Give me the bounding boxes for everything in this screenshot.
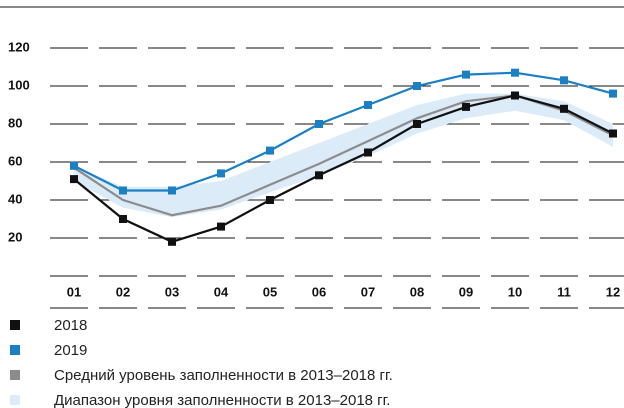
y-tick-label: 20 [8,229,22,244]
x-tick-label: 05 [263,284,277,299]
point [266,196,274,204]
legend-swatch [10,370,20,380]
range-band [74,93,613,218]
x-tick-label: 03 [165,284,179,299]
legend-label: 2018 [54,317,87,334]
y-tick-label: 100 [8,77,30,92]
point [364,148,372,157]
point [560,76,568,85]
legend-label: Средний уровень заполненности в 2013–201… [54,367,393,384]
point [511,68,519,77]
legend-label: Диапазон уровня заполненности в 2013–201… [54,392,390,408]
point [462,102,470,111]
legend-swatch [10,395,20,405]
x-tick-label: 10 [508,284,522,299]
point [119,215,127,223]
point [609,129,617,138]
point [609,89,617,98]
series-line [73,94,614,243]
x-tick-label: 07 [361,284,375,299]
x-tick-label: 06 [312,284,326,299]
point [70,161,78,170]
x-tick-label: 01 [67,284,81,299]
point [364,101,372,109]
y-tick-label: 60 [8,153,22,168]
point [413,82,421,90]
point [168,237,176,246]
point [217,169,225,178]
legend-label: 2019 [54,342,87,359]
y-tick-label: 80 [8,115,22,130]
point [462,70,470,79]
x-tick-label: 02 [116,284,130,299]
point [315,120,323,128]
legend-swatch [10,345,20,355]
point [266,146,274,155]
legend-swatch [10,320,20,330]
point [511,91,519,100]
point [168,186,176,195]
point [119,186,127,195]
point [70,175,78,184]
y-tick-label: 120 [8,39,30,54]
x-tick-label: 12 [606,284,620,299]
x-tick-label: 04 [214,284,229,299]
y-tick-label: 40 [8,191,22,206]
point [413,120,421,128]
point [315,171,323,180]
x-tick-label: 11 [557,284,571,299]
x-tick-label: 08 [410,284,424,299]
point [217,222,225,231]
series-line [73,71,614,192]
point [560,104,568,113]
x-tick-label: 09 [459,284,473,299]
